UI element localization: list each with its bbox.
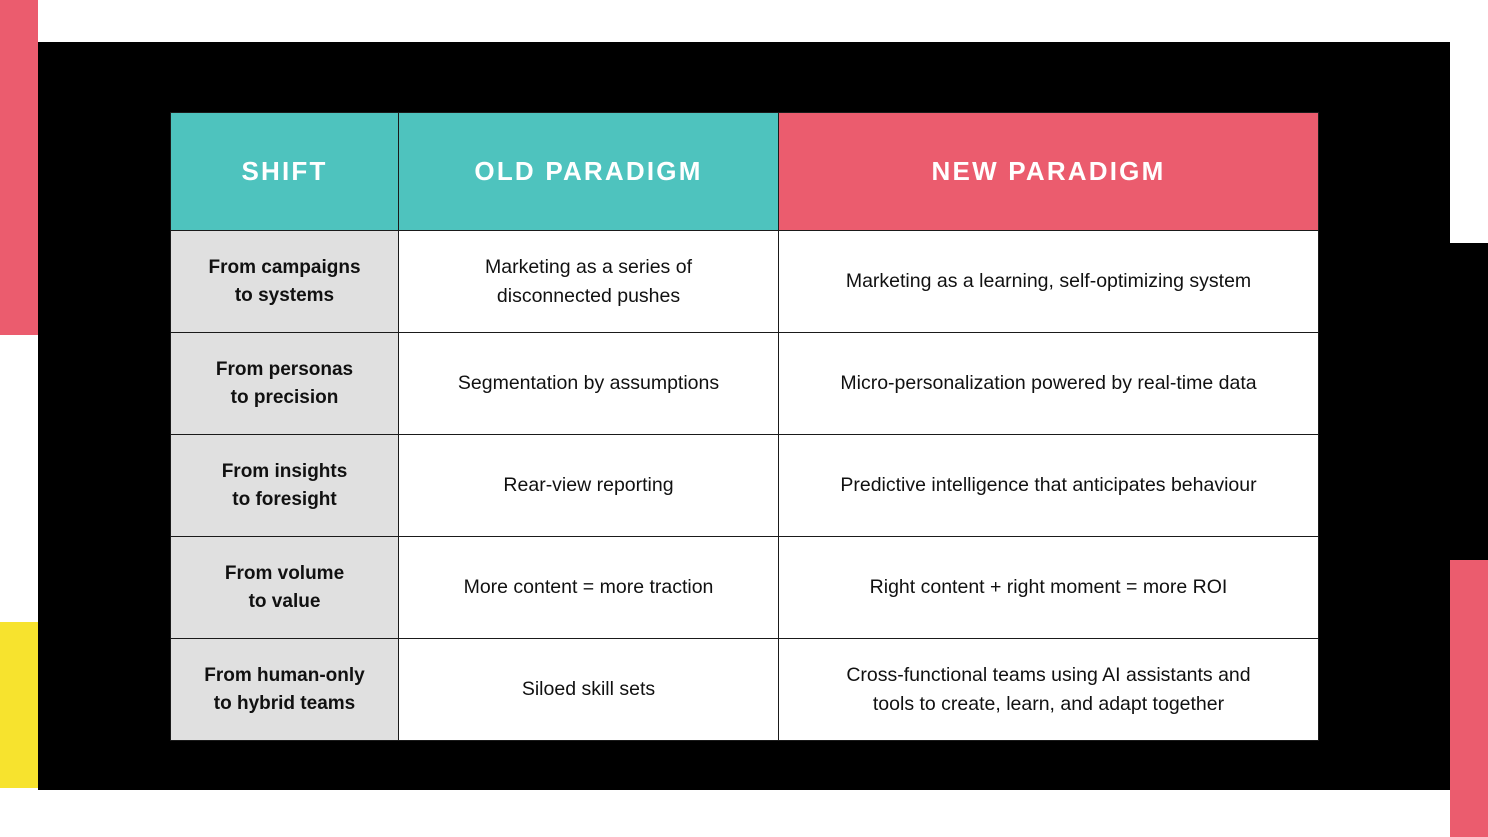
cell-new-paradigm: Cross-functional teams using AI assistan… <box>778 638 1319 741</box>
new-line-1: Predictive intelligence that anticipates… <box>840 474 1257 497</box>
table-header-row: SHIFT OLD PARADIGM NEW PARADIGM <box>170 112 1319 231</box>
table-row: From insights to foresight Rear-view rep… <box>170 434 1319 537</box>
shift-line-1: From personas <box>215 358 354 380</box>
cell-old-paradigm: More content = more traction <box>398 536 779 639</box>
column-header-shift: SHIFT <box>170 112 399 231</box>
shift-line-1: From campaigns <box>208 256 361 278</box>
shift-line-1: From volume <box>224 562 345 584</box>
table-row: From human-only to hybrid teams Siloed s… <box>170 638 1319 741</box>
shift-line-2: to value <box>248 590 321 612</box>
cell-shift: From campaigns to systems <box>170 230 399 333</box>
table-row: From campaigns to systems Marketing as a… <box>170 230 1319 333</box>
cell-shift: From insights to foresight <box>170 434 399 537</box>
shift-line-2: to precision <box>230 386 339 408</box>
new-line-2: tools to create, learn, and adapt togeth… <box>872 692 1225 715</box>
old-line-2: disconnected pushes <box>496 284 681 307</box>
cell-old-paradigm: Rear-view reporting <box>398 434 779 537</box>
old-line-1: More content = more traction <box>463 576 714 599</box>
accent-bar-left-pink <box>0 0 38 335</box>
accent-bar-left-yellow <box>0 622 38 788</box>
table-row: From volume to value More content = more… <box>170 536 1319 639</box>
cell-shift: From personas to precision <box>170 332 399 435</box>
paradigm-comparison-table: SHIFT OLD PARADIGM NEW PARADIGM From cam… <box>170 112 1319 741</box>
new-line-1: Right content + right moment = more ROI <box>869 576 1228 599</box>
old-line-1: Siloed skill sets <box>521 678 656 701</box>
cell-old-paradigm: Marketing as a series of disconnected pu… <box>398 230 779 333</box>
shift-line-2: to hybrid teams <box>213 692 356 714</box>
cell-new-paradigm: Micro-personalization powered by real-ti… <box>778 332 1319 435</box>
new-line-1: Cross-functional teams using AI assistan… <box>846 664 1251 687</box>
old-line-1: Rear-view reporting <box>503 474 674 497</box>
table-body: From campaigns to systems Marketing as a… <box>170 230 1319 741</box>
new-line-1: Micro-personalization powered by real-ti… <box>840 372 1257 395</box>
shift-line-1: From insights <box>221 460 348 482</box>
new-line-1: Marketing as a learning, self-optimizing… <box>845 270 1252 293</box>
accent-bar-right-black <box>1450 243 1488 561</box>
content-panel: SHIFT OLD PARADIGM NEW PARADIGM From cam… <box>38 42 1450 790</box>
table-row: From personas to precision Segmentation … <box>170 332 1319 435</box>
cell-new-paradigm: Right content + right moment = more ROI <box>778 536 1319 639</box>
cell-old-paradigm: Segmentation by assumptions <box>398 332 779 435</box>
cell-shift: From human-only to hybrid teams <box>170 638 399 741</box>
table-header: SHIFT OLD PARADIGM NEW PARADIGM <box>170 112 1319 231</box>
shift-line-2: to systems <box>234 284 335 306</box>
old-line-1: Marketing as a series of <box>484 256 692 279</box>
cell-old-paradigm: Siloed skill sets <box>398 638 779 741</box>
column-header-old-paradigm: OLD PARADIGM <box>398 112 779 231</box>
cell-new-paradigm: Marketing as a learning, self-optimizing… <box>778 230 1319 333</box>
cell-shift: From volume to value <box>170 536 399 639</box>
accent-bar-right-pink <box>1450 560 1488 837</box>
column-header-new-paradigm: NEW PARADIGM <box>778 112 1319 231</box>
shift-line-1: From human-only <box>204 664 365 686</box>
old-line-1: Segmentation by assumptions <box>457 372 720 395</box>
cell-new-paradigm: Predictive intelligence that anticipates… <box>778 434 1319 537</box>
shift-line-2: to foresight <box>232 488 337 510</box>
